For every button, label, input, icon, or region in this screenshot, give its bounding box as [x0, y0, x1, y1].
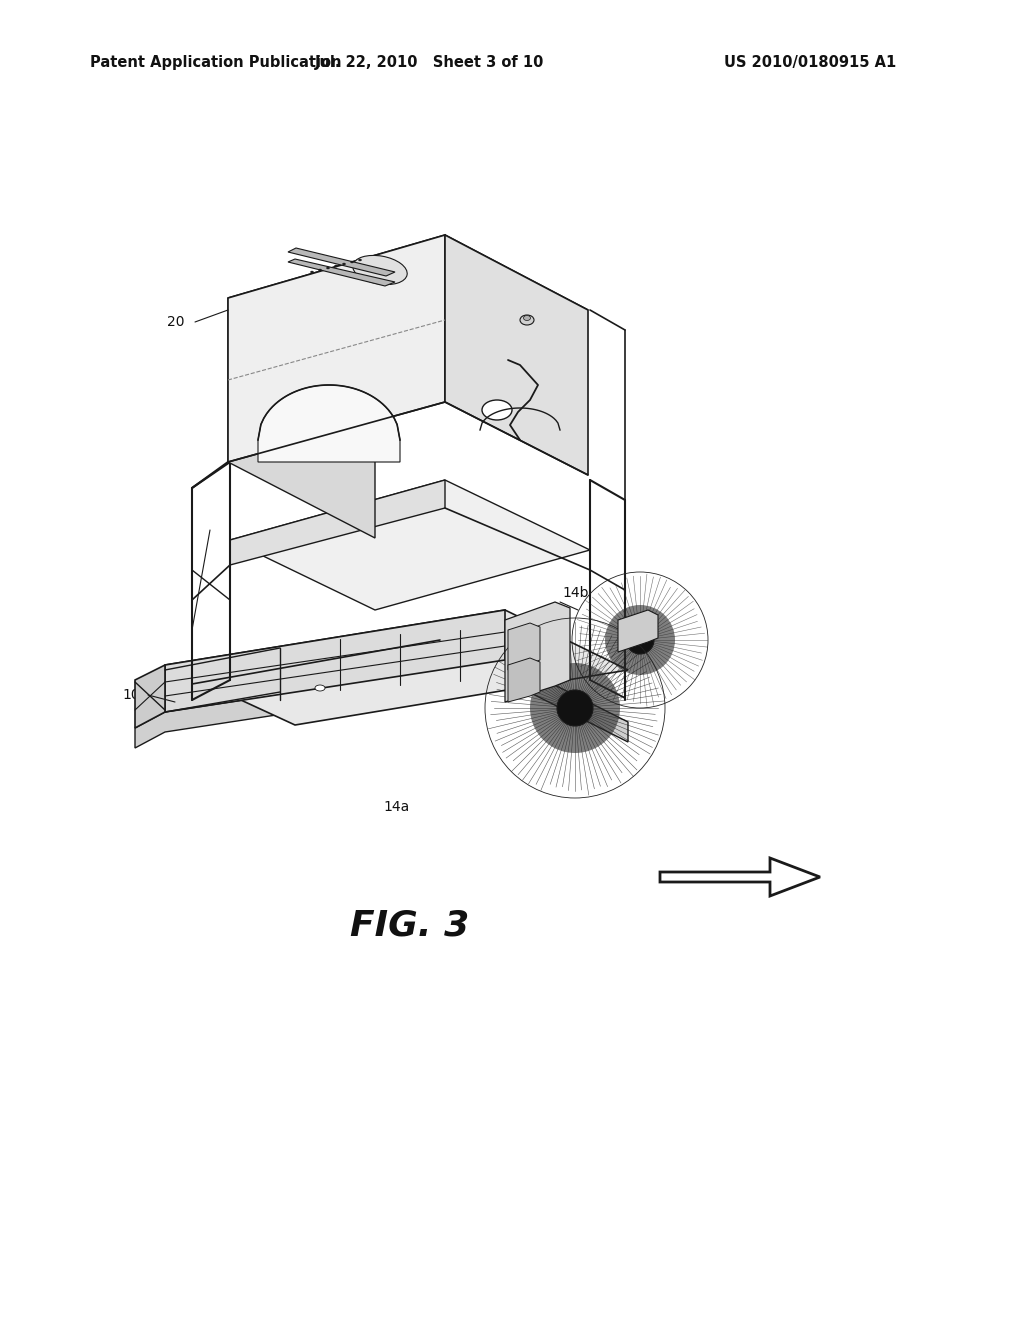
Ellipse shape	[350, 261, 353, 263]
Circle shape	[626, 626, 654, 653]
Text: US 2010/0180915 A1: US 2010/0180915 A1	[724, 54, 896, 70]
Circle shape	[530, 663, 620, 752]
Text: Jul. 22, 2010   Sheet 3 of 10: Jul. 22, 2010 Sheet 3 of 10	[315, 54, 545, 70]
Polygon shape	[135, 660, 628, 748]
Polygon shape	[445, 235, 588, 475]
Circle shape	[557, 690, 593, 726]
Polygon shape	[228, 235, 588, 372]
Ellipse shape	[353, 255, 408, 285]
Ellipse shape	[523, 315, 530, 321]
Polygon shape	[228, 298, 375, 539]
Polygon shape	[230, 480, 445, 565]
Ellipse shape	[335, 265, 338, 267]
Polygon shape	[508, 623, 540, 671]
Polygon shape	[618, 610, 658, 652]
Polygon shape	[165, 610, 628, 725]
Polygon shape	[230, 480, 590, 610]
Polygon shape	[288, 259, 395, 286]
Text: 14b: 14b	[562, 586, 589, 601]
Ellipse shape	[318, 269, 322, 271]
Ellipse shape	[342, 263, 345, 265]
Text: FIG. 3: FIG. 3	[350, 908, 470, 942]
Text: 14a: 14a	[383, 800, 410, 814]
Ellipse shape	[482, 400, 512, 420]
Polygon shape	[660, 858, 820, 896]
Polygon shape	[228, 235, 445, 462]
Polygon shape	[505, 602, 570, 702]
Ellipse shape	[358, 259, 361, 261]
Polygon shape	[165, 610, 505, 711]
Polygon shape	[135, 665, 165, 729]
Polygon shape	[508, 657, 540, 702]
Polygon shape	[288, 248, 395, 276]
Text: Patent Application Publication: Patent Application Publication	[90, 54, 341, 70]
Ellipse shape	[327, 267, 330, 269]
Ellipse shape	[520, 315, 534, 325]
Text: 10: 10	[123, 688, 140, 702]
Circle shape	[605, 605, 675, 675]
Ellipse shape	[315, 685, 325, 690]
Polygon shape	[258, 385, 400, 462]
Text: 20: 20	[168, 315, 185, 329]
Ellipse shape	[310, 271, 313, 273]
